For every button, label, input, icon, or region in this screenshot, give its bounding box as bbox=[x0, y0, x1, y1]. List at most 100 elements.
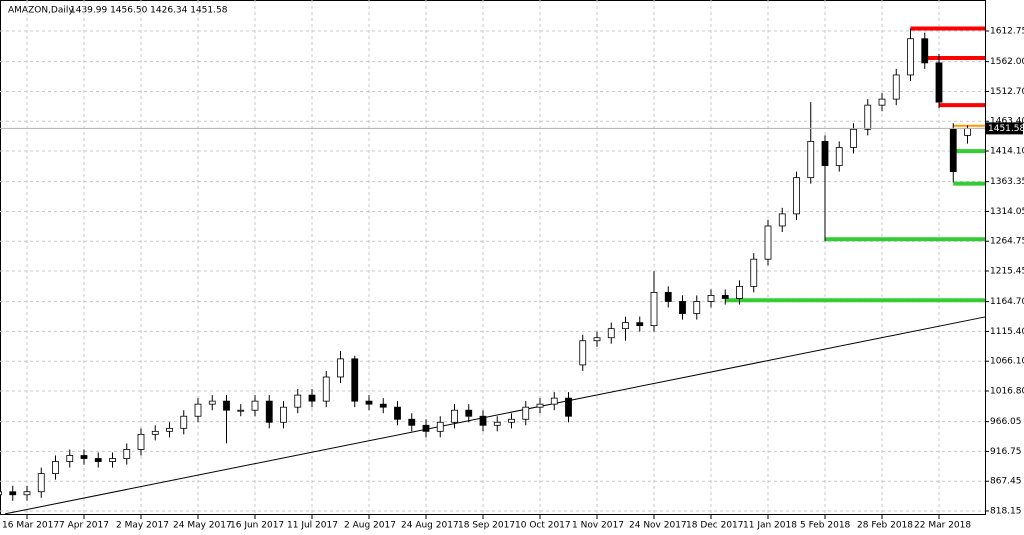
candle-body bbox=[351, 358, 359, 402]
candle-body bbox=[479, 415, 487, 426]
candle-body bbox=[109, 458, 116, 462]
candle-body bbox=[166, 427, 173, 432]
candle-body bbox=[337, 358, 344, 378]
candle-body bbox=[208, 400, 216, 405]
candle-body bbox=[878, 98, 886, 106]
candle-body bbox=[94, 458, 102, 462]
candle-body bbox=[52, 461, 59, 475]
candle-body bbox=[151, 430, 159, 435]
candle-body bbox=[180, 415, 188, 429]
candle-body bbox=[465, 409, 473, 417]
y-tick-label: 1016.80 bbox=[990, 386, 1024, 396]
candle-body bbox=[864, 104, 872, 130]
plot-frame bbox=[0, 0, 986, 515]
x-tick-label: 18 Dec 2017 bbox=[686, 521, 744, 531]
candle-body bbox=[422, 424, 430, 432]
y-tick-label: 966.05 bbox=[990, 417, 1022, 427]
candle-body bbox=[451, 409, 458, 423]
candle-body bbox=[9, 491, 17, 496]
y-tick-label: 1264.75 bbox=[990, 237, 1024, 247]
candle-body bbox=[37, 473, 45, 493]
candle-body bbox=[793, 177, 800, 215]
candle-body bbox=[721, 295, 729, 299]
candle-body bbox=[607, 328, 615, 339]
candle-body bbox=[493, 421, 501, 426]
candle-body bbox=[636, 322, 644, 327]
candle-body bbox=[679, 301, 686, 314]
price-label: 1451.58 bbox=[988, 124, 1024, 134]
x-tick-label: 24 Aug 2017 bbox=[401, 521, 459, 531]
candle-body bbox=[935, 62, 943, 103]
x-tick-label: 16 Mar 2017 bbox=[2, 521, 59, 531]
candle-body bbox=[379, 403, 387, 408]
y-tick-label: 1115.40 bbox=[990, 327, 1024, 337]
y-tick-label: 1314.05 bbox=[990, 207, 1024, 217]
x-tick-label: 16 Jun 2017 bbox=[230, 521, 284, 531]
candle-body bbox=[593, 337, 601, 342]
candle-body bbox=[664, 292, 672, 302]
candle-body bbox=[280, 406, 287, 423]
x-tick-label: 7 Apr 2017 bbox=[59, 521, 109, 531]
candle-body bbox=[693, 301, 701, 314]
x-tick-label: 1 Nov 2017 bbox=[572, 521, 624, 531]
x-tick-label: 11 Jan 2018 bbox=[743, 521, 797, 531]
candle-body bbox=[394, 406, 401, 420]
x-tick-label: 22 Mar 2018 bbox=[914, 521, 971, 531]
candle-body bbox=[365, 400, 373, 405]
candle-body bbox=[650, 292, 658, 327]
candle-body bbox=[536, 403, 544, 408]
y-tick-label: 1164.70 bbox=[990, 297, 1024, 307]
candle-body bbox=[949, 128, 957, 173]
x-tick-label: 2 May 2017 bbox=[116, 521, 169, 531]
candle-body bbox=[23, 491, 31, 496]
candle-body bbox=[0, 491, 2, 496]
candle-body bbox=[436, 421, 444, 432]
candle-body bbox=[322, 376, 330, 402]
y-tick-label: 1215.45 bbox=[990, 267, 1024, 277]
candle-body bbox=[921, 38, 929, 64]
candle-body bbox=[622, 322, 629, 330]
x-tick-label: 11 Jul 2017 bbox=[287, 521, 338, 531]
candle-body bbox=[66, 455, 74, 462]
candle-body bbox=[265, 400, 273, 423]
candle-body bbox=[194, 403, 202, 417]
x-tick-label: 28 Feb 2018 bbox=[857, 521, 913, 531]
candle-body bbox=[294, 394, 302, 408]
x-tick-label: 24 Nov 2017 bbox=[629, 521, 687, 531]
x-tick-label: 2 Aug 2017 bbox=[344, 521, 396, 531]
candle-body bbox=[764, 225, 772, 260]
y-tick-label: 1612.75 bbox=[990, 27, 1024, 37]
candle-body bbox=[565, 397, 572, 417]
quote: 1439.99 1456.50 1426.34 1451.58 bbox=[70, 6, 228, 16]
candle-body bbox=[550, 397, 558, 405]
candle-body bbox=[308, 394, 316, 402]
candle-body bbox=[251, 400, 259, 411]
y-tick-label: 1363.35 bbox=[990, 177, 1024, 187]
candle-body bbox=[850, 128, 857, 148]
candle-body bbox=[892, 74, 900, 100]
candle-body bbox=[807, 141, 815, 179]
y-tick-label: 1066.10 bbox=[990, 357, 1024, 367]
candle-body bbox=[408, 418, 416, 426]
candle-body bbox=[522, 406, 530, 420]
x-tick-label: 18 Sep 2017 bbox=[458, 521, 515, 531]
candle-body bbox=[123, 449, 131, 459]
candle-body bbox=[821, 141, 829, 166]
y-tick-label: 916.75 bbox=[990, 447, 1022, 457]
trendline bbox=[4, 316, 986, 515]
x-tick-label: 5 Feb 2018 bbox=[800, 521, 851, 531]
y-tick-label: 1562.00 bbox=[990, 57, 1024, 67]
y-tick-label: 1512.70 bbox=[990, 87, 1024, 97]
y-tick-label: 867.45 bbox=[990, 477, 1022, 487]
candle-body bbox=[579, 340, 587, 366]
candle-body bbox=[137, 433, 145, 450]
candle-body bbox=[835, 147, 843, 166]
y-tick-label: 1463.40 bbox=[990, 117, 1024, 127]
candle-body bbox=[707, 295, 715, 302]
price-box bbox=[985, 122, 1023, 135]
y-tick-label: 1414.10 bbox=[990, 147, 1024, 157]
candle-body bbox=[736, 285, 743, 299]
candle-body bbox=[750, 258, 758, 287]
